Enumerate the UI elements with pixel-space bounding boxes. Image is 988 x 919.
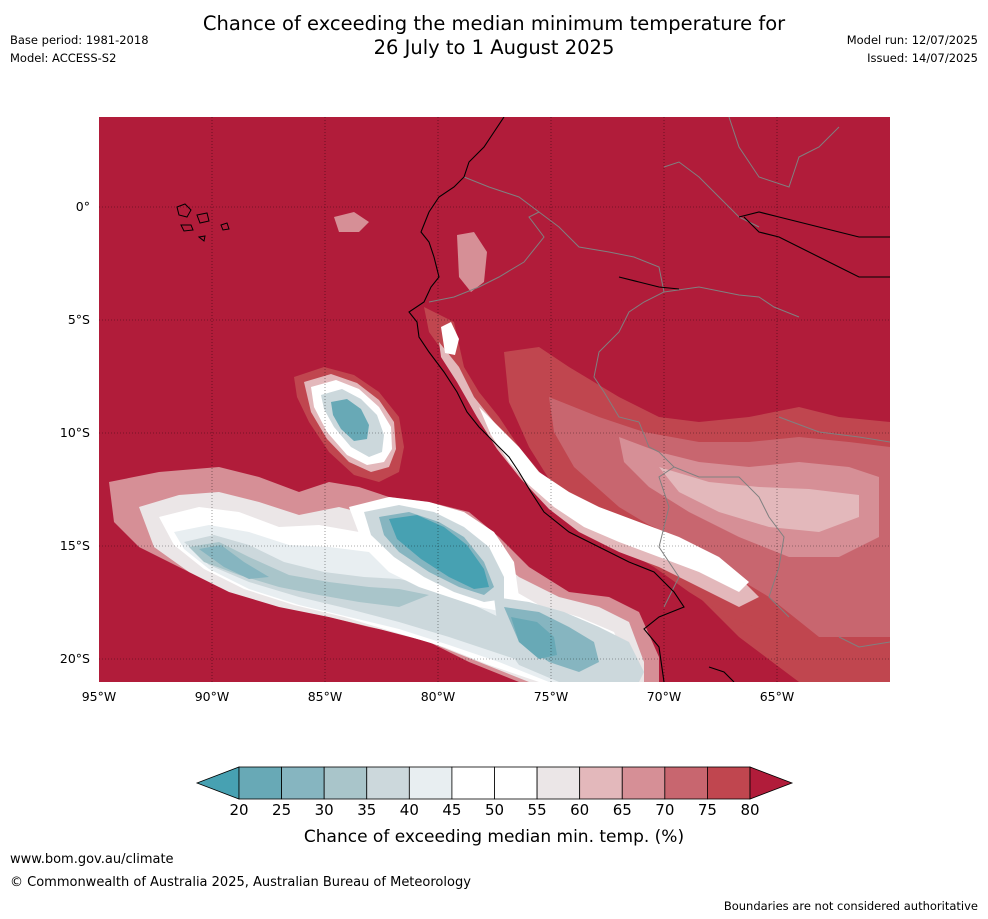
colorbar-segment xyxy=(408,766,453,800)
colorbar-tick-label: 75 xyxy=(697,801,717,819)
colorbar-ticks: 20 25 30 35 40 45 50 55 60 65 70 75 80 xyxy=(0,801,988,821)
lon-label-80w: 80°W xyxy=(420,689,456,704)
colorbar-segment xyxy=(664,766,708,800)
lat-label-20s: 20°S xyxy=(59,651,90,666)
lat-label-0: 0° xyxy=(75,199,90,214)
colorbar-tick-label: 65 xyxy=(612,801,632,819)
colorbar-label: Chance of exceeding median min. temp. (%… xyxy=(303,827,685,847)
base-period-label: Base period: 1981-2018 xyxy=(10,33,149,47)
colorbar-segment xyxy=(579,766,623,800)
colorbar-segment xyxy=(494,766,538,800)
colorbar-tick-label: 70 xyxy=(655,801,675,819)
contour-45-55-coastal-spot xyxy=(441,322,459,355)
colorbar-tick-label: 80 xyxy=(740,801,760,819)
colorbar-tick-label: 35 xyxy=(357,801,377,819)
colorbar-tick-label: 20 xyxy=(229,801,249,819)
contour-20-25-south xyxy=(511,617,557,659)
colorbar-segment xyxy=(366,766,410,800)
model-run-label: Model run: 12/07/2025 xyxy=(846,33,978,47)
colorbar-segment xyxy=(707,766,751,800)
graticule xyxy=(99,117,890,682)
issued-label: Issued: 14/07/2025 xyxy=(867,51,978,65)
header-left-meta: Base period: 1981-2018 Model: ACCESS-S2 xyxy=(10,31,149,67)
colorbar-segment xyxy=(281,766,325,800)
colorbar-segment xyxy=(451,766,495,800)
colorbar-arrow-low xyxy=(195,766,240,800)
probability-map xyxy=(99,117,890,682)
colorbar-tick-label: 45 xyxy=(442,801,462,819)
footer-disclaimer: Boundaries are not considered authoritat… xyxy=(723,899,978,913)
lon-label-70w: 70°W xyxy=(646,689,682,704)
footer-url[interactable]: www.bom.gov.au/climate xyxy=(10,852,174,867)
title-line-2: 26 July to 1 August 2025 xyxy=(373,36,615,59)
lat-label-15s: 15°S xyxy=(59,538,90,553)
title-line-1: Chance of exceeding the median minimum t… xyxy=(202,12,786,35)
model-label: Model: ACCESS-S2 xyxy=(10,51,117,65)
colorbar-arrow-high xyxy=(749,766,794,800)
colorbar-segment xyxy=(323,766,368,800)
contour-25-30-offshore xyxy=(199,545,269,579)
probability-contours xyxy=(109,212,890,682)
footer-copyright: © Commonwealth of Australia 2025, Austra… xyxy=(10,875,471,890)
contour-30-35-offshore xyxy=(189,542,429,607)
colorbar-tick-label: 25 xyxy=(272,801,292,819)
lon-label-75w: 75°W xyxy=(533,689,569,704)
contour-60-65-interior xyxy=(659,467,859,532)
galapagos-islands xyxy=(176,203,230,242)
lon-label-85w: 85°W xyxy=(307,689,343,704)
colorbar-segment xyxy=(621,766,666,800)
colorbar-tick-label: 55 xyxy=(527,801,547,819)
map-title: Chance of exceeding the median minimum t… xyxy=(0,12,988,60)
colorbar-tick-label: 40 xyxy=(399,801,419,819)
contour-65-70-north-patch xyxy=(457,232,487,292)
colorbar-segments xyxy=(195,766,794,800)
lat-label-10s: 10°S xyxy=(59,425,90,440)
colorbar-tick-label: 30 xyxy=(314,801,334,819)
colorbar xyxy=(195,766,794,800)
contour-20-25-nw-blob xyxy=(331,399,369,441)
colorbar-segment xyxy=(536,766,581,800)
lat-label-5s: 5°S xyxy=(67,312,90,327)
colorbar-segment xyxy=(238,766,282,800)
lon-label-65w: 65°W xyxy=(759,689,795,704)
lon-label-95w: 95°W xyxy=(81,689,117,704)
country-borders xyxy=(428,117,890,648)
colorbar-tick-label: 60 xyxy=(570,801,590,819)
colorbar-tick-label: 50 xyxy=(484,801,505,819)
contour-65-70-gulf-patch xyxy=(334,212,369,232)
contour-below-20-core xyxy=(389,515,489,589)
lon-label-90w: 90°W xyxy=(194,689,230,704)
header-right-meta: Model run: 12/07/2025 Issued: 14/07/2025 xyxy=(847,31,978,67)
coastline xyxy=(408,117,890,682)
